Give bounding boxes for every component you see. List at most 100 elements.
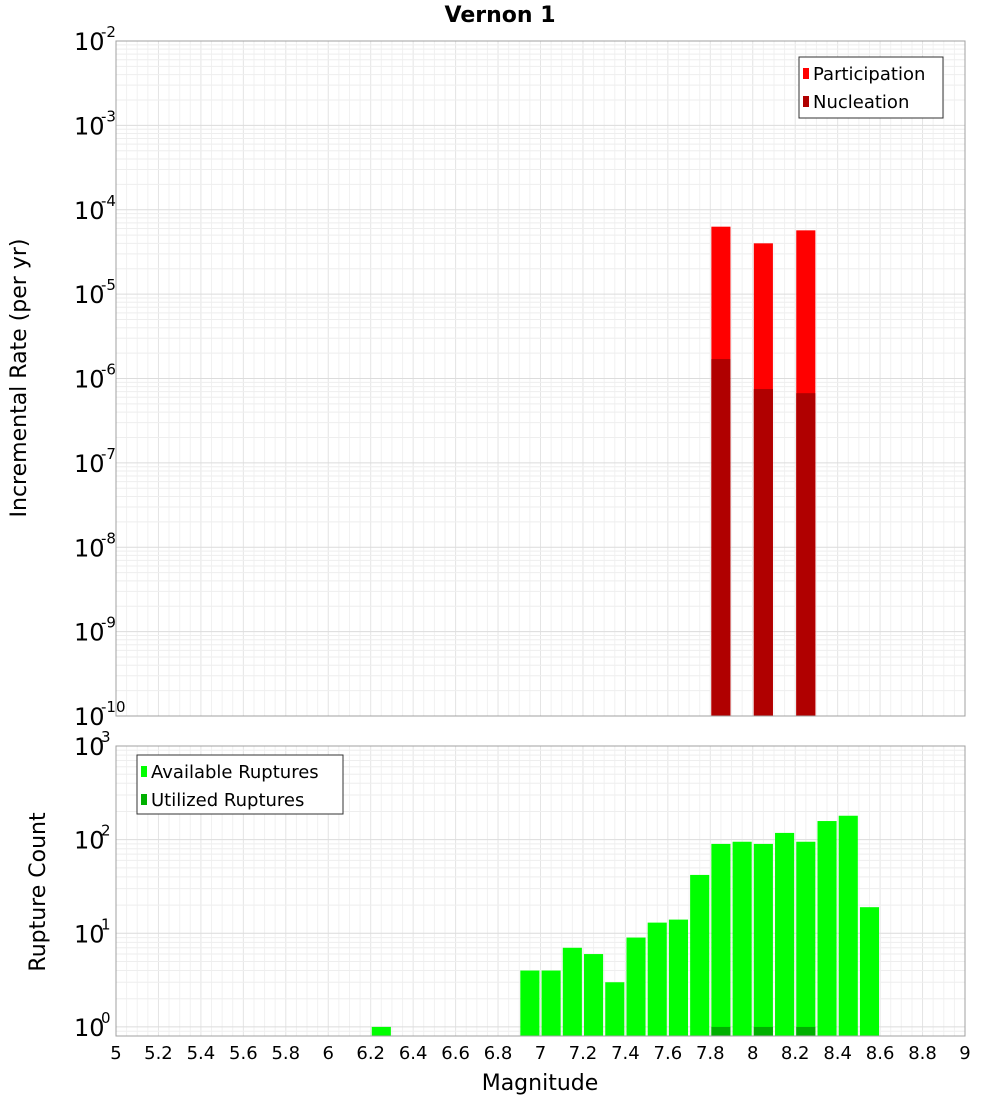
y-tick-exponent: 1 [101, 915, 111, 933]
count-bar [605, 982, 625, 1036]
y-tick-label: 102 [74, 822, 111, 855]
rate-bar [796, 393, 816, 716]
rate-legend-box [798, 56, 944, 119]
x-tick-label: 5.4 [187, 1043, 216, 1064]
x-tick-label: 6.6 [441, 1043, 470, 1064]
x-tick-label: 8.8 [908, 1043, 937, 1064]
rate-plot-grid [115, 40, 966, 717]
count-bar [753, 1026, 773, 1036]
x-tick-label: 6 [323, 1043, 334, 1064]
rate-legend: Participation Nucleation [798, 56, 944, 119]
y-tick-exponent: 0 [101, 1009, 111, 1027]
y-tick-exponent: -10 [101, 698, 126, 716]
rate-plot-border [115, 40, 966, 717]
x-tick-label: 5.8 [271, 1043, 300, 1064]
count-plot-bars [371, 815, 880, 1036]
x-tick-label: 6.2 [356, 1043, 385, 1064]
y-tick-label: 101 [74, 915, 111, 948]
x-tick-label: 8 [747, 1043, 758, 1064]
y-tick-label: 10-8 [74, 529, 116, 562]
count-bar [711, 1026, 731, 1036]
x-tick-label: 8.2 [781, 1043, 810, 1064]
count-bar [562, 947, 582, 1036]
count-series-1 [711, 1026, 816, 1036]
count-bar [796, 841, 816, 1036]
count-legend-box [136, 754, 344, 815]
x-tick-label: 5.6 [229, 1043, 258, 1064]
count-bar [690, 874, 710, 1036]
x-ticks: 5 5.2 5.4 5.6 5.8 6 6.2 6.4 6.6 6.8 7 7.2 7.4 7.6 7.8 8… [110, 1043, 970, 1064]
count-bar [775, 832, 795, 1036]
count-bar [647, 922, 667, 1036]
x-tick-label: 7 [535, 1043, 546, 1064]
y-tick-base: 10 [74, 281, 105, 309]
count-bar [732, 841, 752, 1036]
y-tick-base: 10 [74, 619, 105, 647]
count-bar [668, 919, 689, 1036]
x-tick-label: 6.4 [399, 1043, 428, 1064]
y-tick-exponent: -2 [101, 23, 116, 41]
rate-legend-swatch [803, 96, 809, 107]
x-tick-label: 5.2 [144, 1043, 173, 1064]
y-tick-base: 10 [74, 197, 105, 225]
rate-legend-swatch [803, 68, 809, 79]
y-tick-base: 10 [74, 28, 105, 56]
y-tick-base: 10 [74, 534, 105, 562]
rate-legend-label: Participation [813, 64, 925, 85]
y-tick-base: 10 [74, 827, 105, 855]
x-tick-label: 6.8 [484, 1043, 513, 1064]
x-tick-label: 7.2 [569, 1043, 598, 1064]
x-tick-label: 9 [959, 1043, 970, 1064]
y-tick-base: 10 [74, 733, 105, 761]
x-tick-label: 7.4 [611, 1043, 640, 1064]
y-tick-label: 10-7 [74, 445, 116, 478]
y-tick-label: 10-4 [74, 192, 116, 225]
x-tick-label: 7.8 [696, 1043, 725, 1064]
y-tick-label: 10-3 [74, 107, 116, 140]
rate-bar [711, 359, 731, 716]
count-legend-label: Available Ruptures [151, 762, 319, 783]
y-tick-label: 100 [74, 1009, 111, 1042]
x-tick-label: 5 [110, 1043, 121, 1064]
y-tick-base: 10 [74, 112, 105, 140]
y-tick-base: 10 [74, 450, 105, 478]
y-tick-exponent: -7 [101, 445, 116, 463]
count-legend-label: Utilized Ruptures [151, 790, 304, 811]
count-series-0 [371, 815, 880, 1036]
count-y-axis-label: Rupture Count [26, 812, 51, 972]
y-tick-label: 10-6 [74, 361, 116, 394]
count-legend: Available Ruptures Utilized Ruptures [136, 754, 344, 815]
y-tick-exponent: -3 [101, 107, 116, 125]
y-tick-base: 10 [74, 1014, 105, 1042]
y-tick-base: 10 [74, 703, 105, 731]
count-bar [541, 970, 561, 1036]
y-tick-label: 10-5 [74, 276, 116, 309]
y-tick-exponent: -6 [101, 361, 116, 379]
count-bar [796, 1026, 816, 1036]
count-legend-swatch [141, 766, 147, 777]
count-bar [626, 937, 646, 1036]
count-bar [753, 843, 773, 1036]
count-bar [520, 970, 540, 1036]
count-bar [371, 1026, 391, 1036]
count-bar [584, 954, 604, 1036]
count-bar [838, 815, 858, 1036]
count-plot-border [115, 745, 966, 1037]
rate-legend-label: Nucleation [813, 92, 909, 113]
chart-title: Vernon 1 [445, 3, 556, 28]
x-tick-label: 8.4 [823, 1043, 852, 1064]
x-axis-label: Magnitude [482, 1071, 599, 1096]
rate-series-1 [711, 359, 816, 716]
y-tick-base: 10 [74, 366, 105, 394]
count-bar [711, 843, 731, 1036]
y-tick-exponent: -5 [101, 276, 116, 294]
y-tick-exponent: -4 [101, 192, 116, 210]
y-tick-label: 10-10 [74, 698, 126, 731]
y-tick-exponent: 3 [101, 728, 111, 746]
y-tick-base: 10 [74, 920, 105, 948]
